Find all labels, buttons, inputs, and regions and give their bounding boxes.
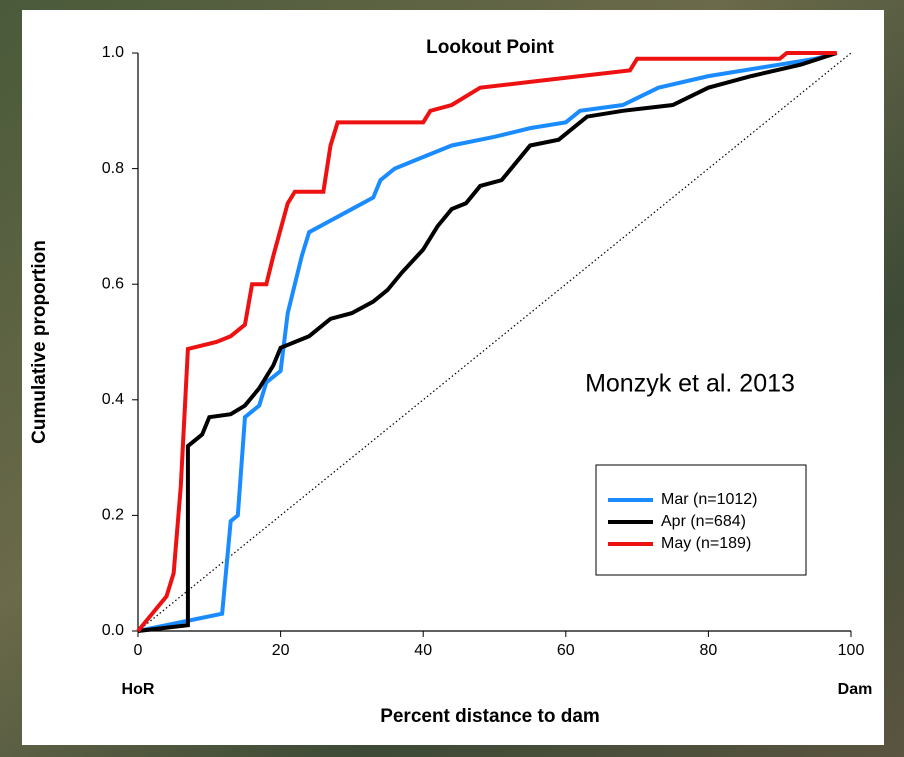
y-tick-label: 0.8 (102, 160, 124, 177)
x-tick-label: 40 (414, 642, 432, 659)
x-tick-label: 0 (134, 642, 143, 659)
reference-diagonal (137, 52, 852, 632)
annotation: Monzyk et al. 2013 (585, 370, 795, 398)
panel (22, 10, 884, 745)
y-tick-label: 0.2 (102, 507, 124, 524)
x-tick-label: 60 (557, 642, 575, 659)
y-axis-label: Cumulative proportion (29, 240, 50, 444)
y-tick-label: 0.4 (102, 391, 124, 408)
legend-label: Mar (n=1012) (661, 491, 758, 508)
y-tick-label: 0.0 (102, 622, 124, 639)
legend-label: Apr (n=684) (661, 513, 746, 530)
x-end-label: HoR (122, 681, 155, 698)
x-tick-label: 20 (272, 642, 290, 659)
series-line (137, 51, 838, 633)
x-tick-label: 80 (700, 642, 718, 659)
chart-title: Lookout Point (426, 37, 554, 58)
series-line (136, 51, 837, 633)
legend-label: May (n=189) (661, 535, 751, 552)
y-tick-label: 1.0 (102, 44, 124, 61)
series-line (137, 51, 838, 633)
x-axis-label: Percent distance to dam (380, 706, 600, 727)
y-tick-label: 0.6 (102, 275, 124, 292)
x-end-label: Dam (838, 681, 873, 698)
x-tick-label: 100 (838, 642, 865, 659)
